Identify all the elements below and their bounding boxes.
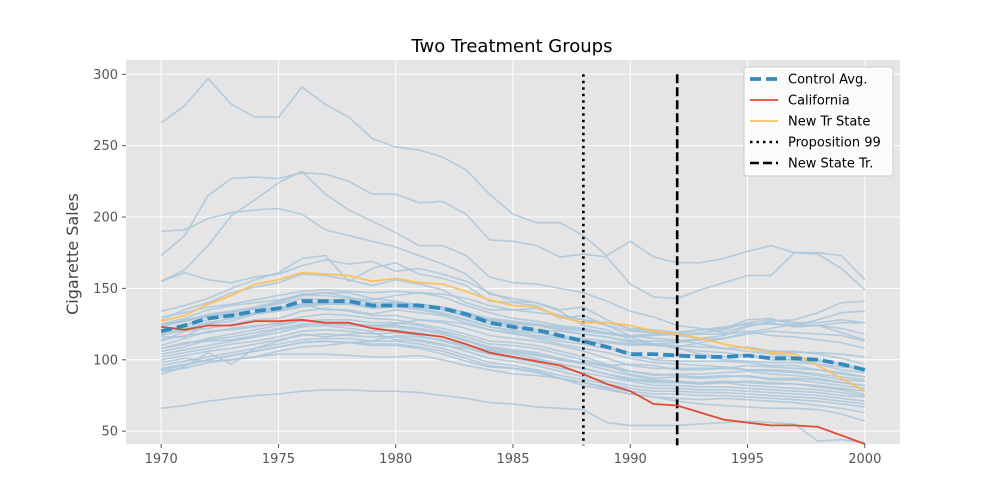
- control-state-line: [161, 323, 865, 392]
- control-state-line: [161, 318, 865, 390]
- y-axis-label: Cigarette Sales: [63, 193, 82, 315]
- control-state-line: [161, 288, 865, 334]
- control-state-line: [161, 388, 865, 444]
- legend-label: New State Tr.: [788, 157, 873, 172]
- y-tick-label: 50: [101, 425, 118, 440]
- control-avg-line: [160, 299, 866, 372]
- x-tick-label: 2000: [848, 452, 881, 467]
- x-tick-label: 1990: [614, 452, 647, 467]
- y-tick-label: 250: [93, 139, 118, 154]
- control-state-line: [160, 77, 866, 281]
- treatment-lines: [582, 74, 679, 446]
- y-tick-label: 200: [93, 211, 118, 226]
- control-state-line: [161, 318, 865, 370]
- x-tick-label: 1970: [145, 452, 178, 467]
- legend-label: Control Avg.: [788, 73, 867, 88]
- control-state-line: [161, 340, 865, 414]
- new-tr-state-line: [160, 271, 866, 392]
- y-tick-label: 150: [93, 282, 118, 297]
- chart-title: Two Treatment Groups: [411, 36, 613, 57]
- highlight-lines: [160, 271, 866, 445]
- x-tick-label: 1995: [731, 452, 764, 467]
- legend-box: [743, 66, 894, 177]
- control-state-line: [161, 334, 865, 378]
- legend-label: New Tr State: [788, 115, 870, 130]
- legend-label: Proposition 99: [788, 136, 881, 151]
- grid: [126, 60, 900, 444]
- control-state-line: [160, 331, 865, 395]
- x-axis: 1970 1975 1980 1985 1990 1995 2000: [145, 444, 881, 467]
- y-tick-label: 100: [93, 353, 118, 368]
- control-state-line: [161, 297, 865, 337]
- control-state-line: [160, 171, 866, 300]
- control-state-line: [161, 333, 865, 402]
- y-axis: 50 100 150 200 250 300: [93, 68, 126, 440]
- legend: Control Avg. California New Tr State Propos…: [743, 66, 894, 177]
- x-tick-label: 1985: [496, 452, 529, 467]
- control-state-line: [161, 353, 866, 422]
- california-line: [161, 318, 866, 445]
- control-state-line: [160, 170, 866, 341]
- control-state-line: [161, 324, 865, 397]
- control-state-line: [160, 259, 865, 350]
- x-tick-label: 1975: [262, 452, 295, 467]
- control-state-line: [160, 307, 865, 381]
- legend-label: California: [788, 94, 850, 109]
- control-state-line: [160, 313, 865, 387]
- control-state-line: [161, 303, 865, 347]
- control-state-line: [161, 337, 865, 405]
- x-tick-label: 1980: [379, 452, 412, 467]
- y-tick-label: 300: [93, 68, 118, 83]
- control-state-line: [161, 320, 865, 387]
